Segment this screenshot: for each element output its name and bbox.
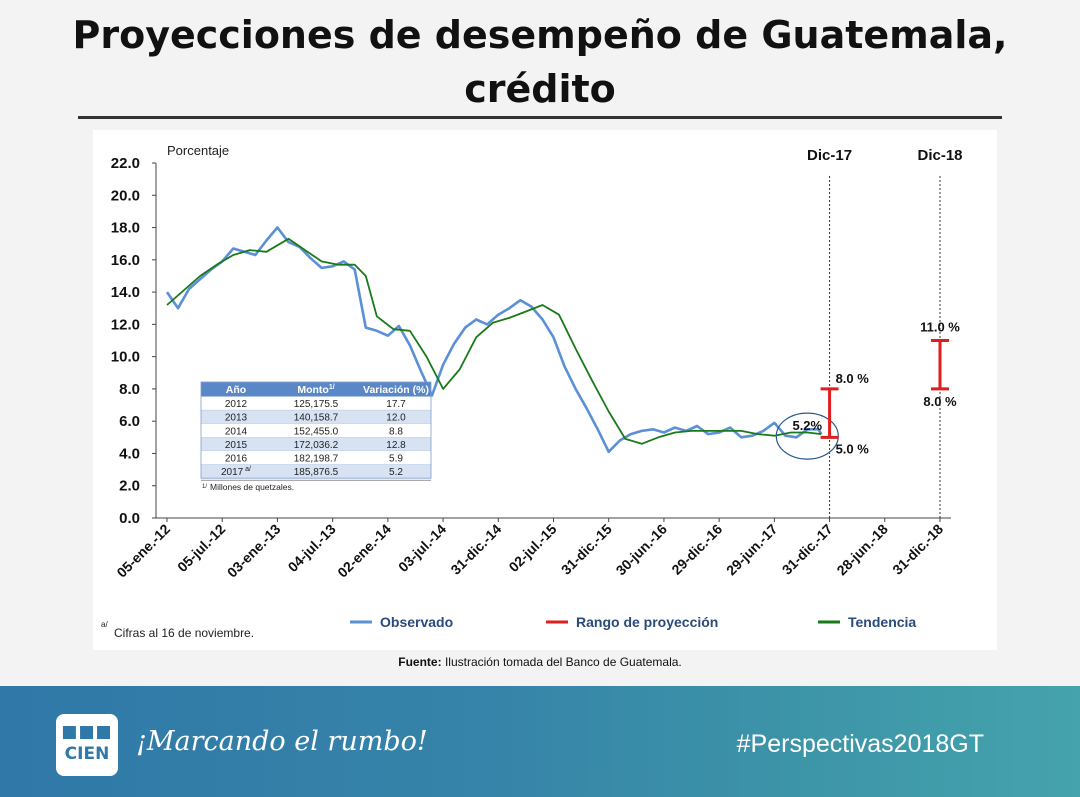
credit-growth-chart: 22.0 20.0 18.0 16.0 14.0 12.0 10.0 8.0 6.0 4.0 2.0…	[101, 143, 963, 640]
legend-label: Rango de proyección	[576, 614, 718, 630]
x-tick-label: 03-ene.-13	[224, 521, 284, 581]
y-tick-label: 20.0	[111, 187, 140, 204]
table-cell-monto: 140,158.7	[294, 413, 339, 424]
table-cell-year: 2015	[225, 440, 248, 451]
y-tick-label: 18.0	[111, 220, 140, 237]
x-tick-label: 02-jul.-15	[505, 521, 559, 575]
x-tick-label: 02-ene.-14	[334, 521, 394, 581]
y-tick-label: 10.0	[111, 349, 140, 366]
table-cell-year: 2014	[225, 426, 248, 437]
table-cell-monto: 182,198.7	[294, 454, 339, 465]
x-tick-label: 29-jun.-17	[723, 521, 781, 579]
table-cell-monto: 125,175.5	[294, 399, 339, 410]
footer-bar: ■■■ CIEN ¡Marcando el rumbo! #Perspectiv…	[0, 686, 1080, 797]
y-tick-label: 16.0	[111, 252, 140, 269]
table-cell-monto: 152,455.0	[294, 426, 339, 437]
x-tick-label: 31-dic.-15	[558, 521, 615, 578]
cien-logo: ■■■ CIEN	[56, 714, 118, 776]
table-note: Millones de quetzales.	[210, 482, 294, 492]
table-note-mark: 1/	[202, 484, 207, 490]
source-label: Fuente:	[398, 655, 442, 669]
y-tick-label: 0.0	[119, 510, 140, 527]
chart-card: 22.0 20.0 18.0 16.0 14.0 12.0 10.0 8.0 6.0 4.0 2.0…	[93, 130, 997, 650]
marker-label: Dic-18	[917, 147, 962, 164]
legend-label: Tendencia	[848, 614, 916, 630]
table-row	[201, 437, 431, 451]
range-low-label: 5.0 %	[836, 441, 870, 456]
legend-label: Observado	[380, 614, 453, 630]
y-tick-label: 12.0	[111, 316, 140, 333]
table-header-cell: Monto1/	[297, 384, 334, 396]
y-tick-label: 6.0	[119, 413, 140, 430]
x-tick-label: 29-dic.-16	[668, 521, 725, 578]
table-cell-variacion: 5.9	[389, 454, 403, 465]
table-cell-monto: 172,036.2	[294, 440, 339, 451]
slide-title-line1: Proyecciones de desempeño de Guatemala,	[72, 13, 1008, 57]
table-border	[200, 381, 432, 479]
table-row	[201, 464, 431, 479]
x-tick-label: 04-jul.-13	[285, 521, 339, 575]
callout-label: 5.2%	[792, 418, 822, 433]
table-header-cell: Variación (%)	[363, 384, 429, 396]
table-cell-year: 2013	[225, 413, 248, 424]
x-tick-label: 30-jun.-16	[613, 521, 671, 579]
footnote-text: Cifras al 16 de noviembre.	[114, 626, 254, 640]
slogan: ¡Marcando el rumbo!	[136, 726, 428, 757]
table-row	[201, 423, 431, 438]
title-divider	[78, 116, 1002, 119]
x-tick-label: 31-dic.-18	[889, 521, 946, 578]
table-cell-year: 2016	[225, 454, 248, 465]
slide-title-line2: crédito	[464, 67, 616, 111]
x-tick-label: 05-ene.-12	[113, 521, 173, 581]
y-tick-label: 22.0	[111, 155, 140, 172]
slide-title: Proyecciones de desempeño de Guatemala, …	[0, 8, 1080, 116]
y-tick-label: 4.0	[119, 445, 140, 462]
table-header-cell: Año	[226, 384, 246, 396]
table-cell-variacion: 12.8	[386, 440, 406, 451]
source-note: Fuente: Ilustración tomada del Banco de …	[0, 655, 1080, 669]
y-tick-label: 8.0	[119, 381, 140, 398]
table-row	[201, 451, 431, 465]
table-year-note: a/	[243, 466, 251, 473]
table-cell-monto: 185,876.5	[294, 467, 339, 478]
table-cell-variacion: 5.2	[389, 467, 403, 478]
x-tick-label: 31-dic.-17	[779, 521, 836, 578]
table-row	[201, 396, 431, 411]
table-header-bg	[201, 382, 431, 397]
x-tick-label: 05-jul.-12	[174, 521, 228, 575]
table-cell-year: 2012	[225, 399, 248, 410]
logo-mark: ■■■	[61, 722, 113, 742]
x-tick-label: 31-dic.-14	[447, 521, 504, 578]
series-observado-line	[165, 226, 823, 454]
hashtag: #Perspectivas2018GT	[736, 730, 984, 758]
table-header-note: 1/	[329, 384, 335, 391]
marker-label: Dic-17	[807, 147, 852, 164]
footnote-mark: a/	[101, 620, 108, 629]
y-axis-title: Porcentaje	[167, 143, 229, 158]
range-high-label: 8.0 %	[836, 371, 870, 386]
table-cell-variacion: 17.7	[386, 399, 406, 410]
table-cell-variacion: 8.8	[389, 426, 403, 437]
y-tick-label: 14.0	[111, 284, 140, 301]
x-tick-label: 28-jun.-18	[833, 521, 891, 579]
range-low-label: 8.0 %	[923, 394, 957, 409]
range-high-label: 11.0 %	[920, 320, 960, 335]
y-tick-label: 2.0	[119, 478, 140, 495]
table-row	[201, 410, 431, 424]
x-tick-label: 03-jul.-14	[395, 521, 449, 575]
table-cell-variacion: 12.0	[386, 413, 406, 424]
logo-text: CIEN	[64, 744, 110, 764]
source-text: Ilustración tomada del Banco de Guatemal…	[444, 655, 682, 669]
series-tendencia-line	[166, 237, 822, 445]
